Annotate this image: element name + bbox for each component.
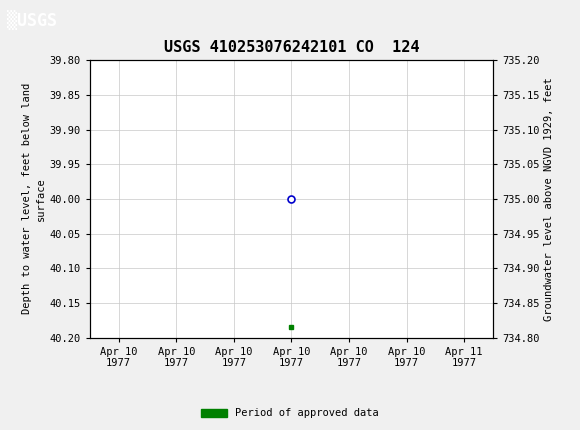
Y-axis label: Groundwater level above NGVD 1929, feet: Groundwater level above NGVD 1929, feet: [543, 77, 554, 321]
Legend: Period of approved data: Period of approved data: [197, 404, 383, 423]
Text: ▒USGS: ▒USGS: [7, 10, 57, 30]
Y-axis label: Depth to water level, feet below land
surface: Depth to water level, feet below land su…: [22, 83, 45, 314]
Title: USGS 410253076242101 CO  124: USGS 410253076242101 CO 124: [164, 40, 419, 55]
